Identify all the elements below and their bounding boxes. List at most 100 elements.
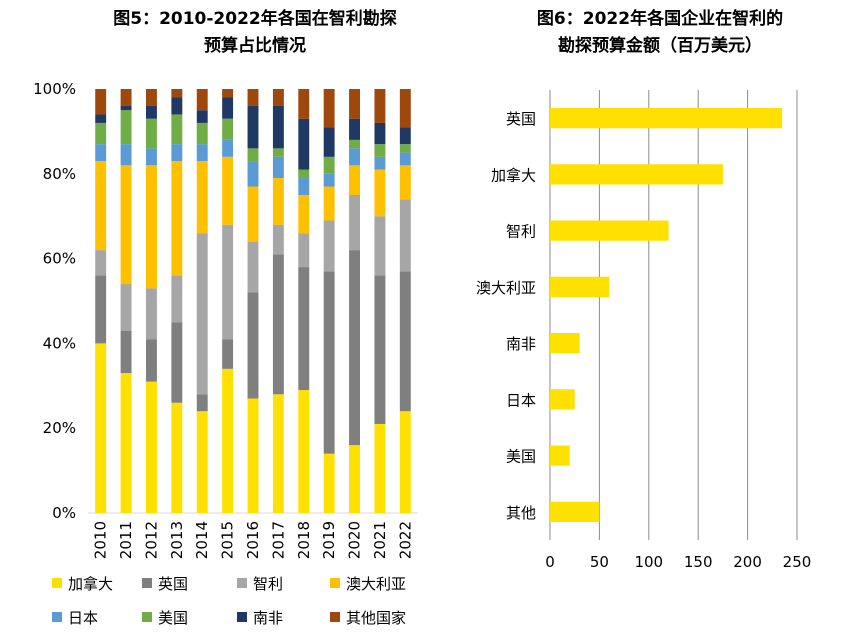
x-tick-label: 2020	[346, 521, 364, 559]
bar-segment	[399, 199, 411, 272]
bar-segment	[146, 148, 157, 166]
bar-segment	[146, 89, 157, 106]
x-tick-label: 2019	[320, 521, 338, 559]
category-label: 其他	[506, 504, 536, 522]
left-chart-title-line2: 预算占比情况	[204, 36, 306, 56]
x-tick-label: 2016	[244, 521, 262, 559]
bar-segment	[399, 165, 411, 200]
bar-segment	[374, 169, 386, 217]
bar-segment	[95, 144, 107, 162]
bar-segment	[399, 127, 411, 145]
x-tick-label: 2018	[295, 521, 313, 559]
bar-segment	[120, 165, 132, 285]
bar-segment	[120, 89, 132, 106]
bar-segment	[247, 161, 259, 187]
bar-segment	[374, 275, 386, 424]
bar-segment	[374, 89, 386, 123]
bar-segment	[95, 250, 107, 276]
x-tick-label: 2017	[269, 521, 287, 559]
x-tick-label: 50	[590, 553, 609, 571]
bar-segment	[222, 224, 234, 340]
x-tick-label: 2010	[92, 521, 110, 559]
category-label: 澳大利亚	[476, 279, 536, 297]
bar-segment	[298, 390, 310, 513]
bar-segment	[196, 122, 208, 145]
bar-segment	[272, 105, 284, 149]
bar-segment	[374, 122, 386, 145]
bar-segment	[95, 161, 107, 251]
bar-segment	[196, 161, 208, 234]
bar-segment	[120, 110, 132, 145]
x-tick-label: 2014	[193, 521, 211, 559]
legend-label: 其他国家	[346, 608, 407, 627]
bar-segment	[196, 110, 208, 123]
bar	[550, 220, 669, 241]
bar-segment	[298, 118, 310, 170]
legend-item: 加拿大	[52, 572, 113, 594]
bar-segment	[323, 271, 335, 454]
bar-segment	[120, 373, 132, 513]
bar-segment	[247, 186, 259, 242]
bar-segment	[171, 322, 183, 403]
bar-segment	[95, 89, 107, 115]
y-tick-label: 20%	[43, 419, 76, 437]
category-label: 南非	[506, 335, 536, 353]
bar-segment	[323, 186, 335, 221]
bar-segment	[399, 152, 411, 166]
bar-segment	[146, 339, 157, 382]
bar	[550, 333, 580, 354]
legend-label: 智利	[253, 574, 284, 593]
legend-item: 美国	[142, 606, 188, 628]
bar-segment	[196, 411, 208, 513]
x-tick-label: 200	[733, 553, 762, 571]
bar-segment	[171, 97, 183, 115]
bar-segment	[323, 89, 335, 128]
legend-label: 澳大利亚	[346, 574, 407, 593]
bar-segment	[196, 394, 208, 412]
legend-item: 智利	[237, 572, 283, 594]
right-chart-title: 图6：2022年各国企业在智利的 勘探预算金额（百万美元）	[480, 6, 840, 60]
x-tick-label: 2011	[117, 521, 135, 559]
bar-segment	[222, 339, 234, 369]
category-label: 智利	[506, 223, 536, 241]
bar-segment	[349, 139, 360, 149]
legend-label: 日本	[68, 608, 99, 627]
y-tick-label: 80%	[43, 165, 76, 183]
bar-segment	[222, 97, 234, 119]
bar-segment	[349, 89, 360, 119]
bar-segment	[323, 220, 335, 272]
y-tick-label: 60%	[43, 250, 76, 268]
legend-swatch	[142, 612, 152, 622]
bar-segment	[196, 233, 208, 395]
bar-segment	[349, 445, 360, 513]
bar-segment	[171, 114, 183, 145]
bar-segment	[399, 271, 411, 412]
bar-segment	[349, 148, 360, 166]
bar-segment	[171, 144, 183, 162]
bar-segment	[374, 144, 386, 157]
bar-segment	[146, 381, 157, 513]
bar-segment	[298, 195, 310, 234]
bar-segment	[222, 368, 234, 513]
right-chart-title-line2: 勘探预算金额（百万美元）	[558, 36, 762, 56]
bar-segment	[323, 453, 335, 513]
legend-item: 其他国家	[330, 606, 406, 628]
bar-segment	[272, 254, 284, 395]
bar-segment	[272, 178, 284, 225]
x-tick-label: 2012	[142, 521, 160, 559]
bar	[550, 389, 575, 410]
bar-segment	[349, 195, 360, 251]
bar	[550, 276, 610, 297]
bar-segment	[399, 411, 411, 513]
bar-segment	[120, 144, 132, 166]
category-label: 加拿大	[491, 166, 536, 184]
x-tick-label: 0	[545, 553, 555, 571]
x-tick-label: 250	[783, 553, 812, 571]
x-tick-label: 100	[634, 553, 663, 571]
bar-segment	[222, 156, 234, 225]
bar	[550, 445, 570, 466]
bar-segment	[349, 250, 360, 446]
bar-segment	[323, 173, 335, 187]
bar-segment	[196, 144, 208, 162]
